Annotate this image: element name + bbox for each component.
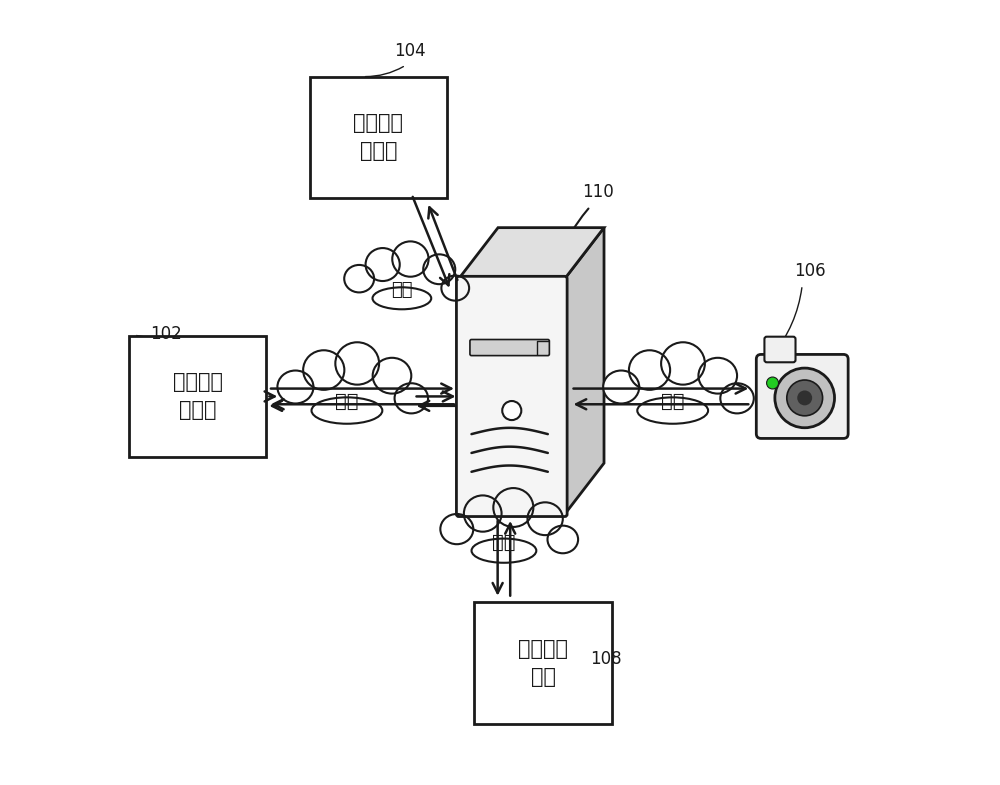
Ellipse shape (527, 502, 563, 535)
Ellipse shape (373, 287, 431, 309)
Circle shape (797, 390, 812, 405)
Circle shape (502, 401, 521, 420)
FancyBboxPatch shape (764, 337, 796, 363)
Ellipse shape (344, 265, 374, 293)
Ellipse shape (720, 383, 754, 414)
Text: 104: 104 (394, 42, 426, 60)
FancyBboxPatch shape (310, 77, 447, 199)
Ellipse shape (423, 254, 455, 284)
Ellipse shape (392, 242, 429, 277)
Text: 108: 108 (590, 651, 622, 668)
Ellipse shape (373, 358, 411, 393)
Ellipse shape (440, 514, 473, 544)
Ellipse shape (472, 539, 536, 563)
Text: 网络: 网络 (661, 392, 684, 411)
Ellipse shape (547, 526, 578, 553)
Ellipse shape (303, 350, 344, 390)
Circle shape (767, 377, 779, 389)
Text: 网络: 网络 (335, 392, 359, 411)
Text: 110: 110 (582, 184, 614, 201)
Ellipse shape (637, 397, 708, 424)
Ellipse shape (335, 342, 379, 385)
Ellipse shape (661, 342, 705, 385)
Polygon shape (459, 228, 604, 279)
FancyBboxPatch shape (129, 336, 266, 457)
FancyBboxPatch shape (756, 355, 848, 438)
Circle shape (775, 368, 835, 428)
Ellipse shape (698, 358, 737, 393)
Text: 污水监管
设备: 污水监管 设备 (518, 639, 568, 688)
Ellipse shape (277, 371, 313, 403)
Polygon shape (565, 228, 604, 514)
FancyBboxPatch shape (470, 340, 549, 356)
Text: 102: 102 (150, 325, 182, 342)
FancyBboxPatch shape (474, 603, 612, 724)
Text: 网络: 网络 (391, 282, 413, 299)
Text: 106: 106 (794, 262, 826, 279)
Text: 进水量监
测设备: 进水量监 测设备 (173, 372, 223, 421)
Text: 排污量监
测设备: 排污量监 测设备 (353, 113, 403, 162)
FancyBboxPatch shape (456, 276, 567, 517)
Ellipse shape (366, 248, 400, 281)
Ellipse shape (395, 383, 428, 414)
Ellipse shape (441, 276, 469, 301)
Ellipse shape (603, 371, 639, 403)
Ellipse shape (493, 488, 533, 527)
Ellipse shape (312, 397, 382, 424)
Ellipse shape (464, 495, 502, 531)
Text: 网络: 网络 (492, 532, 516, 552)
Ellipse shape (629, 350, 670, 390)
Circle shape (787, 380, 823, 416)
